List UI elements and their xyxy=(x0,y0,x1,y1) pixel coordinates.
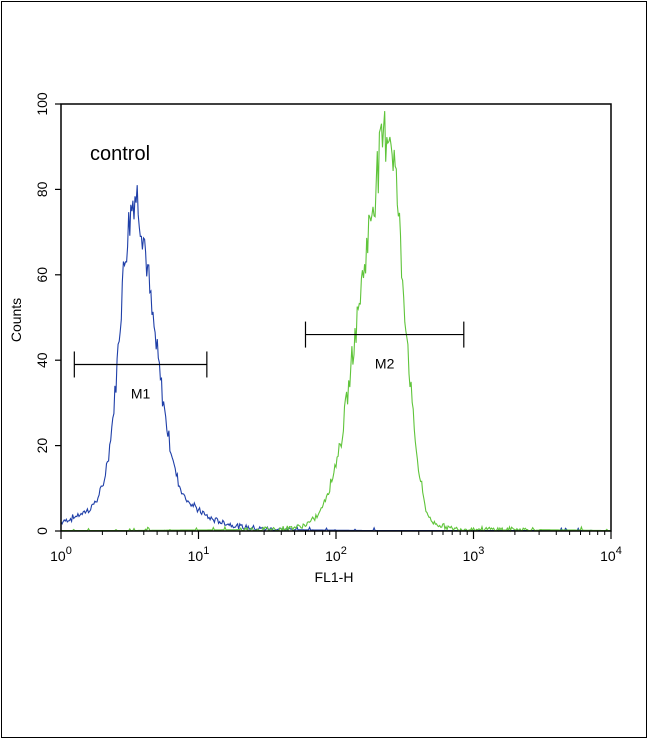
x-tick-label-1: 101 xyxy=(188,545,210,564)
histogram-series-1 xyxy=(61,111,611,533)
x-tick-label-4: 104 xyxy=(600,545,622,564)
axes: 0 20 40 60 80 100 100 101 102 103 104 xyxy=(34,92,622,564)
y-tick-label-2: 40 xyxy=(34,352,50,368)
histogram-series-0 xyxy=(60,185,611,532)
marker-m1-label: M1 xyxy=(131,385,151,401)
x-tick-label-2: 102 xyxy=(325,545,347,564)
y-tick-label-0: 0 xyxy=(34,527,50,535)
plot-area: M1 M2 xyxy=(60,111,611,533)
marker-m2-label: M2 xyxy=(375,356,395,372)
y-tick-label-3: 60 xyxy=(34,267,50,283)
y-tick-label-5: 100 xyxy=(34,92,50,116)
y-tick-label-4: 80 xyxy=(34,181,50,197)
control-annotation: control xyxy=(90,143,150,165)
x-tick-label-3: 103 xyxy=(463,545,485,564)
x-tick-label-0: 100 xyxy=(50,545,72,564)
y-axis-label: Counts xyxy=(8,298,24,342)
y-tick-label-1: 20 xyxy=(34,438,50,454)
x-axis-label: FL1-H xyxy=(315,569,354,585)
